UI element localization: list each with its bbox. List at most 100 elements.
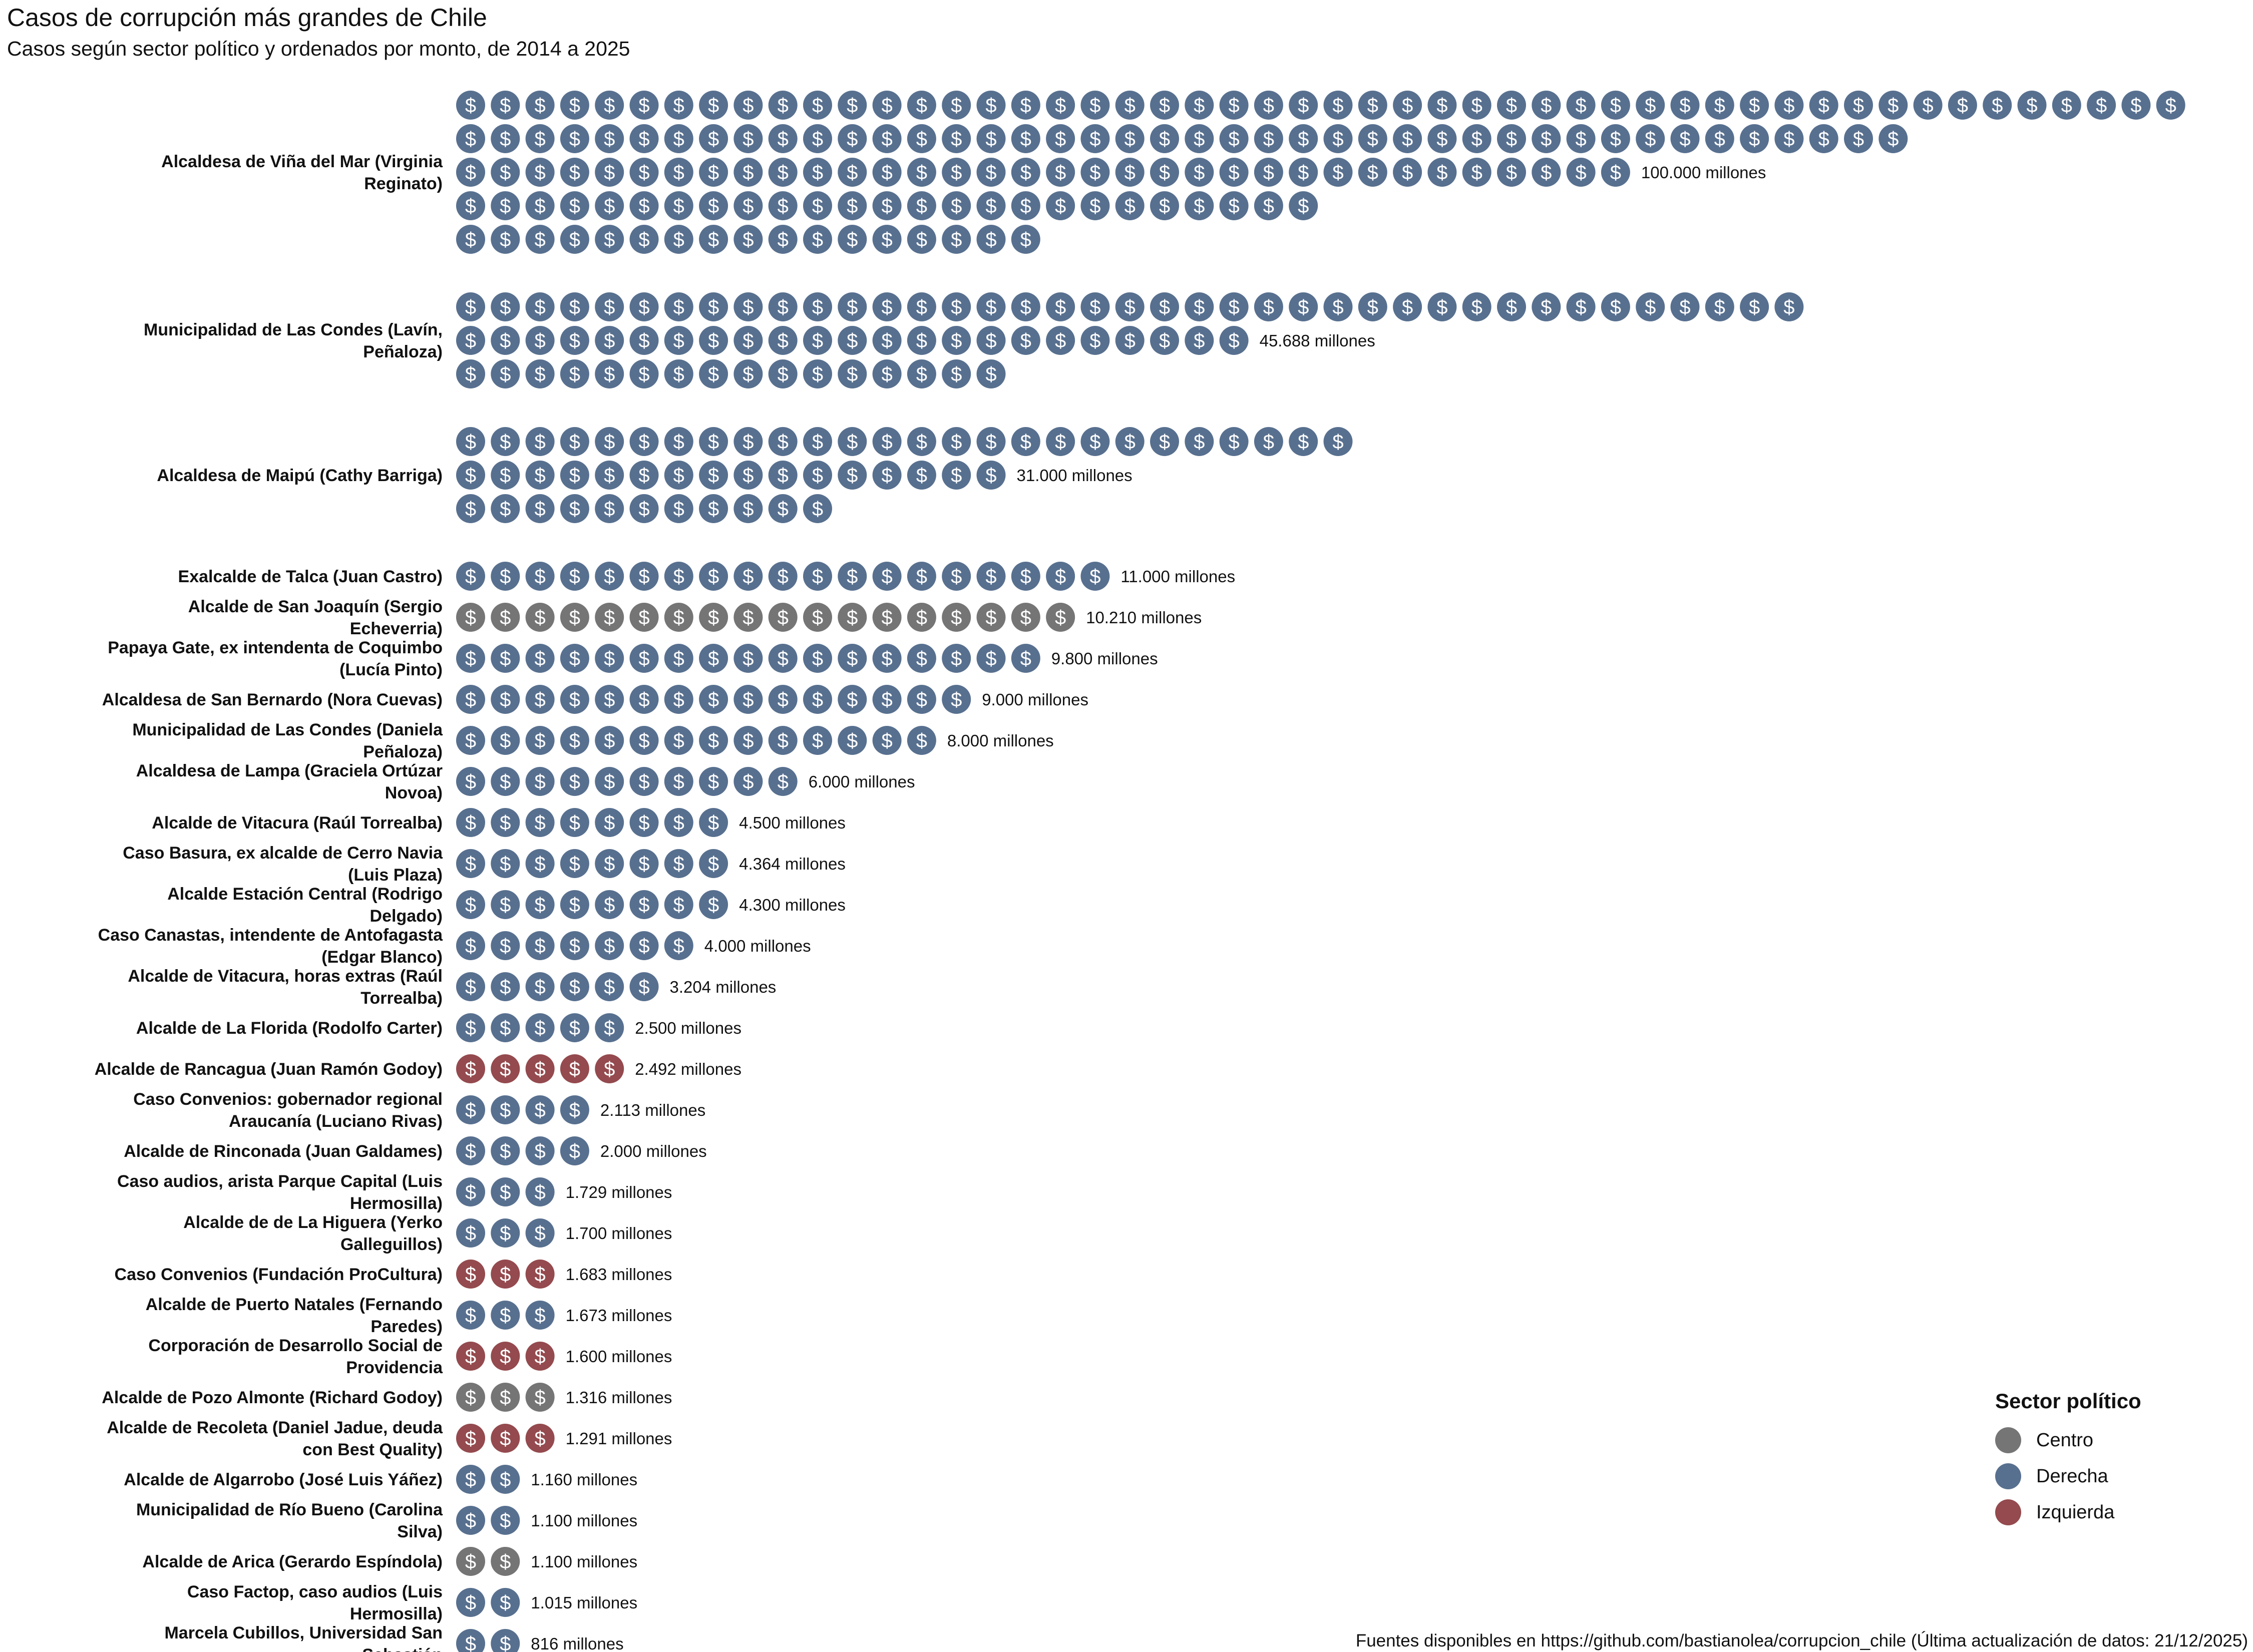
money-icon: $	[629, 808, 659, 837]
money-icon: $	[1115, 124, 1145, 153]
svg-text:$: $	[673, 128, 684, 150]
money-icon: $	[2052, 91, 2081, 120]
svg-text:$: $	[1714, 95, 1725, 117]
money-icon: $	[664, 191, 693, 220]
svg-text:$: $	[534, 1181, 545, 1203]
svg-text:$: $	[1124, 162, 1136, 184]
money-icon: $	[560, 124, 589, 153]
svg-text:$: $	[916, 363, 927, 385]
svg-text:$: $	[881, 229, 892, 251]
amount-label: 9.000 millones	[982, 690, 1088, 709]
money-icon: $	[456, 91, 485, 120]
amount-label: 1.316 millones	[566, 1388, 672, 1407]
svg-text:$: $	[778, 128, 789, 150]
money-icon: $	[733, 292, 763, 321]
money-icon: $	[907, 191, 936, 220]
money-icon: $	[768, 359, 798, 388]
case-group: Marcela Cubillos, Universidad SanSebasti…	[164, 1623, 624, 1652]
money-icon: $	[803, 685, 832, 714]
svg-text:$: $	[1159, 195, 1170, 217]
svg-text:$: $	[500, 431, 511, 453]
money-icon: $	[803, 427, 832, 456]
svg-text:$: $	[673, 935, 684, 957]
amount-label: 1.100 millones	[531, 1552, 637, 1571]
money-icon: $	[491, 1054, 520, 1083]
money-icon: $	[560, 359, 589, 388]
svg-text:$: $	[638, 363, 649, 385]
svg-text:$: $	[673, 229, 684, 251]
money-icon: $	[768, 685, 798, 714]
money-icon: $	[491, 1218, 520, 1248]
money-icon: $	[1393, 91, 1422, 120]
svg-text:$: $	[1020, 128, 1031, 150]
svg-text:$: $	[604, 465, 615, 487]
svg-text:$: $	[1749, 296, 1760, 318]
svg-text:$: $	[604, 296, 615, 318]
svg-text:$: $	[812, 229, 823, 251]
case-label: Alcalde de Arica (Gerardo Espíndola)	[142, 1552, 443, 1571]
money-icon: $	[1046, 124, 1075, 153]
svg-text:$: $	[951, 229, 962, 251]
svg-text:$: $	[985, 195, 996, 217]
svg-text:$: $	[604, 162, 615, 184]
case-group: Alcaldesa de Lampa (Graciela Ortúzar Novo…	[136, 761, 915, 802]
money-icon: $	[803, 91, 832, 120]
money-icon: $	[1289, 292, 1318, 321]
svg-text:$: $	[534, 689, 545, 711]
money-icon: $	[456, 1506, 485, 1535]
svg-text:$: $	[1957, 95, 1968, 117]
case-label: Caso Convenios (Fundación ProCultura)	[115, 1265, 443, 1284]
svg-text:$: $	[604, 648, 615, 670]
chart-title: Casos de corrupción más grandes de Chile	[7, 4, 487, 32]
svg-text:$: $	[742, 195, 754, 217]
svg-text:$: $	[500, 95, 511, 117]
money-icon: $	[491, 1424, 520, 1453]
money-icon: $	[1185, 158, 1214, 187]
money-icon: $	[1254, 191, 1283, 220]
svg-text:$: $	[465, 853, 476, 875]
money-icon: $	[907, 685, 936, 714]
money-icon: $	[664, 494, 693, 523]
svg-text:$: $	[465, 1551, 476, 1573]
svg-text:$: $	[1055, 162, 1066, 184]
money-icon: $	[872, 603, 902, 632]
money-icon: $	[595, 359, 624, 388]
svg-text:$: $	[465, 935, 476, 957]
amount-label: 1.683 millones	[566, 1265, 672, 1284]
money-icon: $	[872, 326, 902, 355]
svg-text:$: $	[465, 1346, 476, 1368]
money-icon: $	[1566, 124, 1596, 153]
svg-text:$: $	[465, 771, 476, 793]
money-icon: $	[803, 644, 832, 673]
money-icon: $	[491, 1506, 520, 1535]
money-icon: $	[907, 726, 936, 755]
money-icon: $	[1254, 158, 1283, 187]
money-icon: $	[525, 1054, 555, 1083]
svg-text:$: $	[1714, 128, 1725, 150]
svg-text:$: $	[847, 229, 858, 251]
svg-text:$: $	[1541, 95, 1552, 117]
money-icon: $	[491, 225, 520, 254]
svg-text:$: $	[708, 812, 719, 834]
money-icon: $	[1323, 91, 1353, 120]
money-icon: $	[1115, 191, 1145, 220]
money-icon: $	[768, 91, 798, 120]
money-icon: $	[699, 91, 728, 120]
money-icon: $	[872, 191, 902, 220]
money-icon: $	[664, 603, 693, 632]
svg-text:$: $	[1124, 195, 1136, 217]
money-icon: $	[872, 124, 902, 153]
legend-label-derecha: Derecha	[2036, 1465, 2108, 1487]
svg-text:$: $	[500, 648, 511, 670]
money-icon: $	[1462, 124, 1491, 153]
svg-text:$: $	[847, 465, 858, 487]
money-icon: $	[907, 91, 936, 120]
money-icon: $	[595, 225, 624, 254]
money-icon: $	[456, 494, 485, 523]
svg-text:$: $	[604, 195, 615, 217]
money-icon: $	[942, 91, 971, 120]
svg-text:$: $	[916, 162, 927, 184]
money-icon: $	[803, 326, 832, 355]
svg-text:$: $	[500, 363, 511, 385]
svg-text:$: $	[638, 812, 649, 834]
